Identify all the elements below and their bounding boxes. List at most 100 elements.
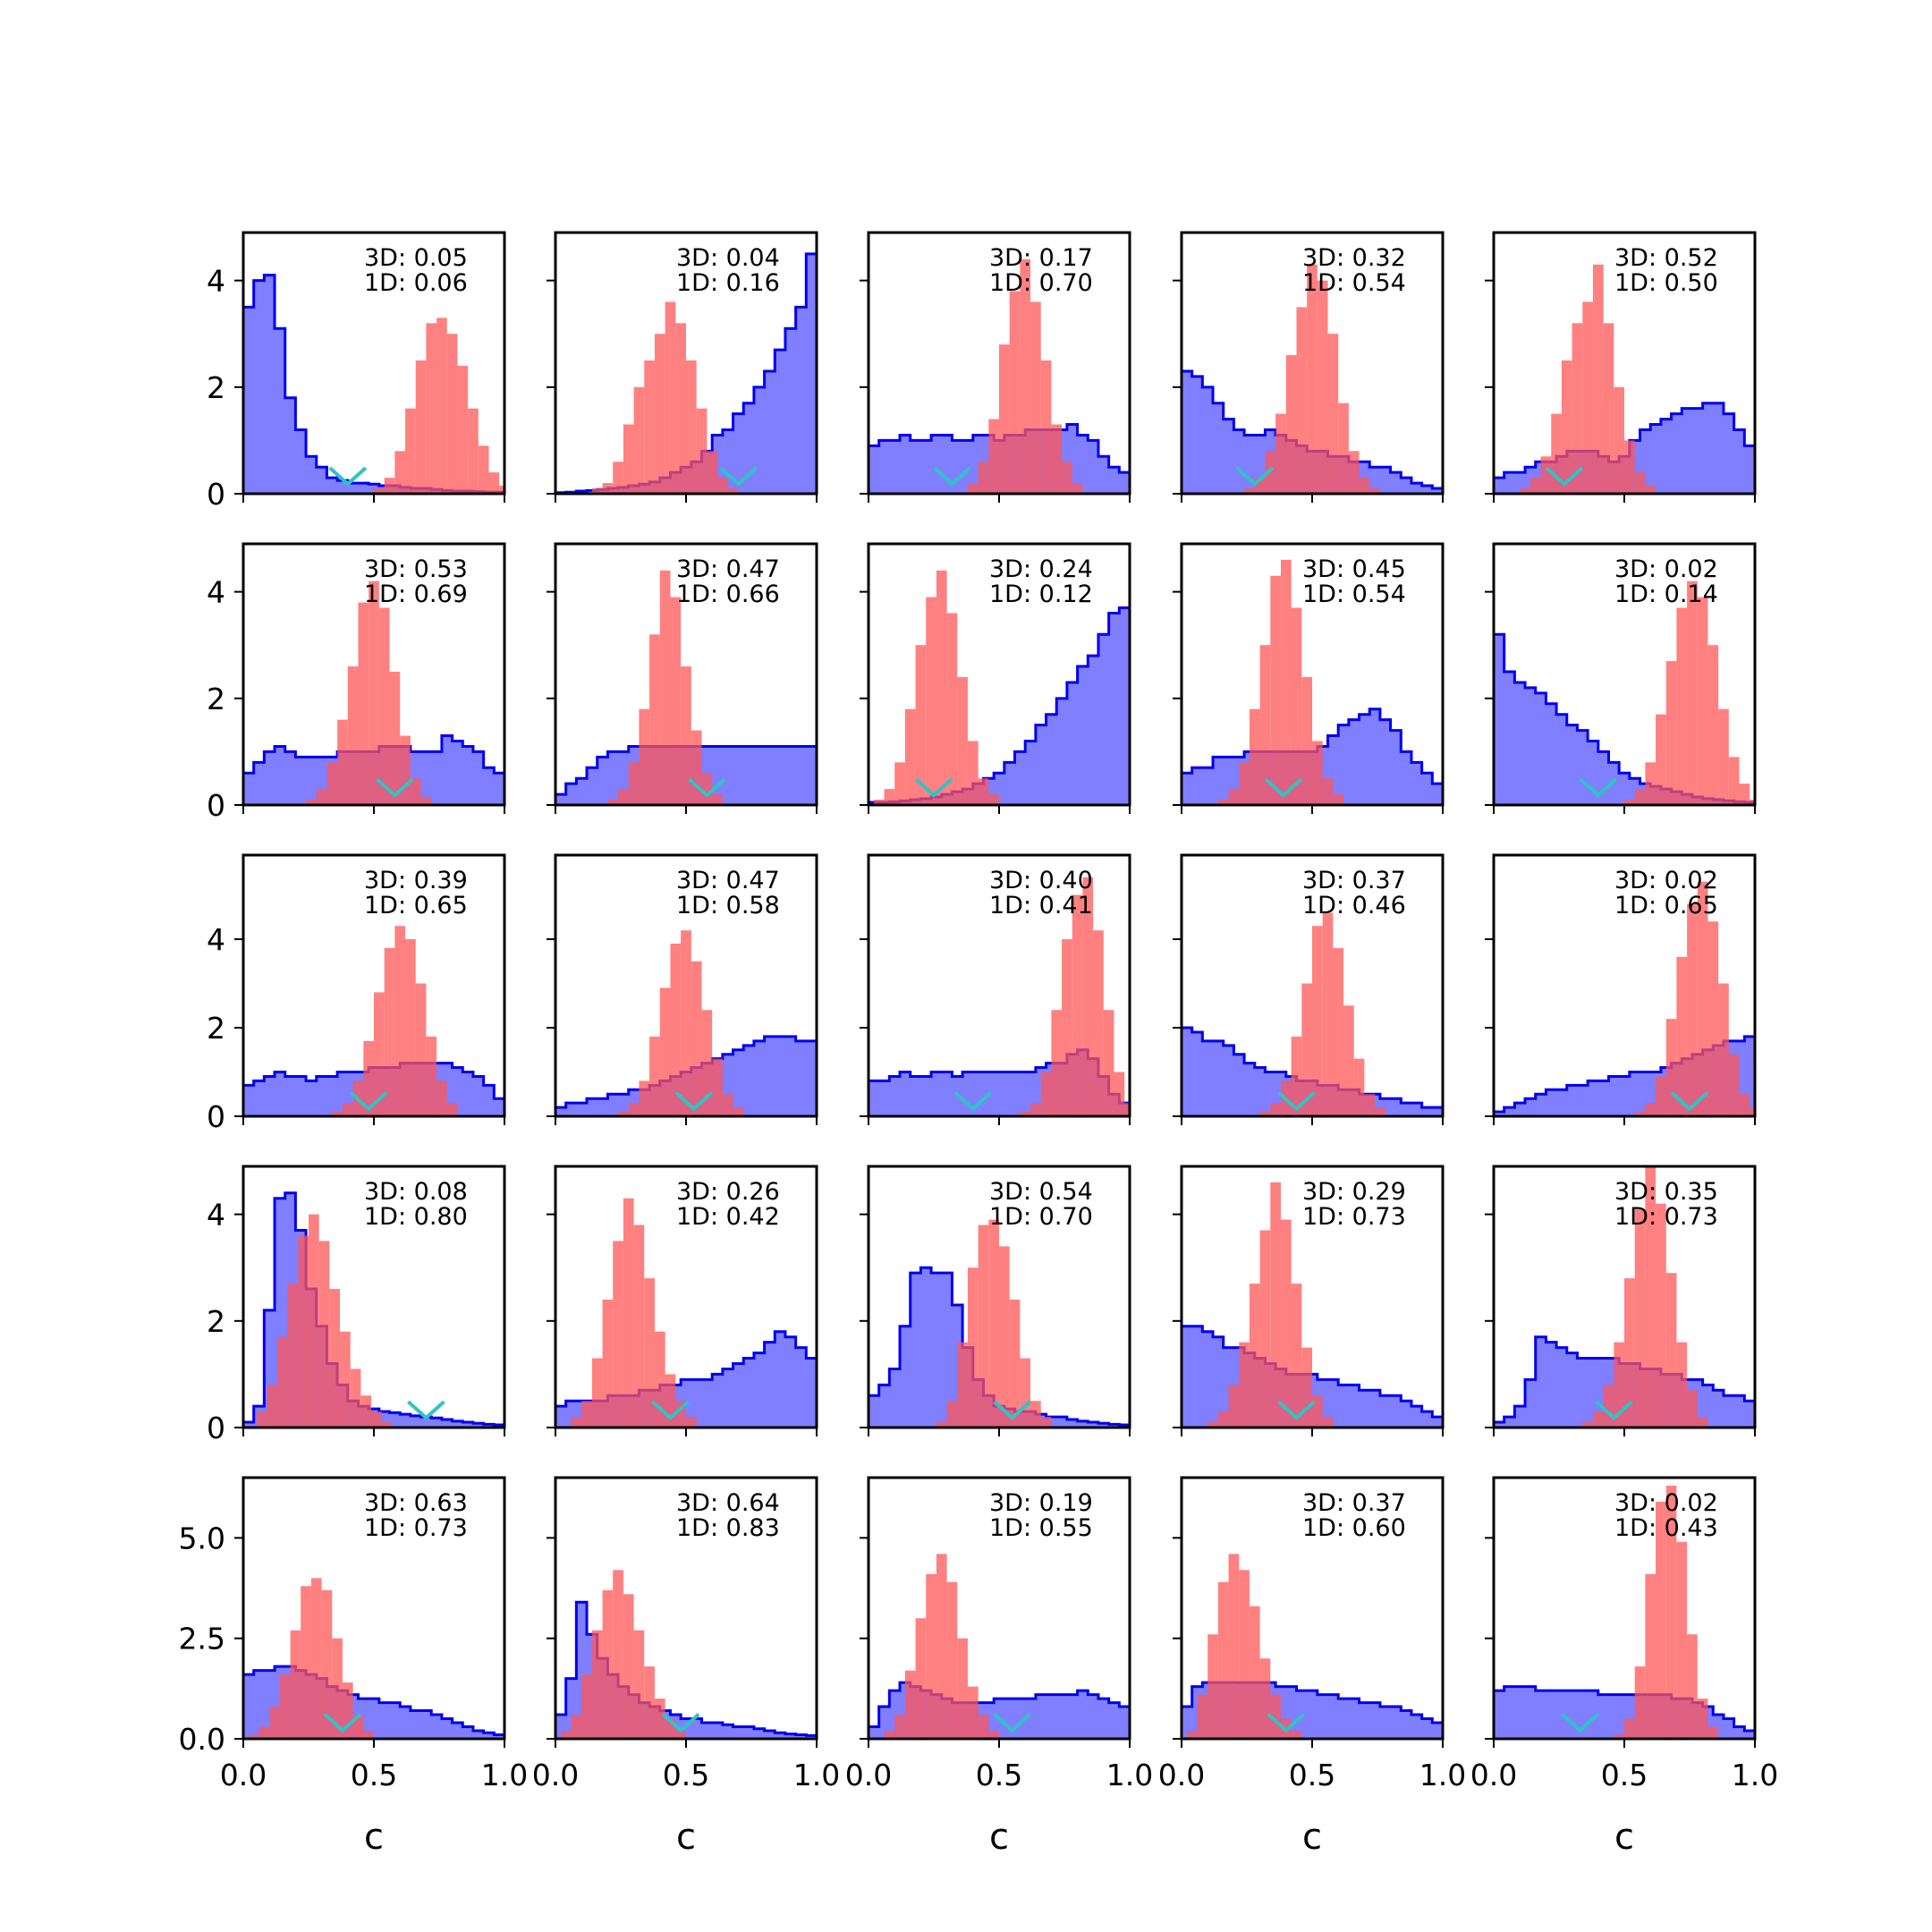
- annotation-3d: 3D: 0.26: [676, 1178, 780, 1206]
- plot-area: [243, 1578, 504, 1739]
- red-histogram-bar: [1687, 580, 1698, 805]
- red-histogram-bar: [499, 486, 504, 494]
- red-histogram-bar: [420, 797, 432, 805]
- red-histogram-bar: [654, 1699, 665, 1739]
- annotation-3d: 3D: 0.29: [1302, 1178, 1406, 1206]
- estimate-marker: [1277, 1091, 1316, 1112]
- red-histogram-bar: [1645, 1166, 1657, 1428]
- red-histogram-bar: [1265, 451, 1276, 494]
- x-tick-label: 0.5: [663, 1758, 709, 1792]
- annotation-3d: 3D: 0.24: [989, 555, 1093, 583]
- red-histogram-bar: [436, 1080, 447, 1116]
- red-histogram-bar: [1217, 1411, 1229, 1428]
- red-histogram-bar: [1645, 1103, 1657, 1116]
- red-histogram-bar: [644, 1278, 655, 1428]
- plot-area: [555, 570, 817, 805]
- red-histogram-bar: [279, 1674, 291, 1739]
- annotation-3d: 3D: 0.08: [364, 1178, 468, 1206]
- red-histogram-bar: [1369, 488, 1380, 494]
- red-histogram-bar: [936, 570, 947, 805]
- annotation-1d: 1D: 0.65: [364, 892, 468, 919]
- red-histogram-bar: [1217, 800, 1229, 805]
- red-histogram-bar: [1375, 1107, 1385, 1116]
- red-histogram-bar: [712, 794, 723, 805]
- red-histogram-bar: [1197, 1694, 1208, 1739]
- red-histogram-bar: [654, 334, 665, 494]
- red-histogram-bar: [639, 1080, 650, 1116]
- y-tick-label: 0: [207, 788, 225, 823]
- red-histogram-bar: [1322, 912, 1334, 1116]
- estimate-marker: [688, 777, 726, 798]
- y-tick-label: 4: [207, 264, 225, 299]
- red-histogram-bar: [988, 1219, 999, 1428]
- plot-area: [243, 580, 504, 805]
- blue-histogram-fill: [1494, 634, 1755, 805]
- red-histogram-bar: [337, 719, 348, 805]
- red-histogram-bar: [1687, 1634, 1698, 1739]
- red-histogram-bar: [1051, 1010, 1063, 1116]
- red-histogram-bar: [369, 580, 379, 805]
- estimate-marker: [1594, 1400, 1633, 1420]
- plot-area: [1182, 1182, 1443, 1428]
- x-tick-label: 0.0: [532, 1758, 579, 1792]
- red-histogram-bar: [256, 1411, 267, 1428]
- red-histogram-bar: [613, 462, 623, 494]
- red-histogram-bar: [1322, 1417, 1334, 1428]
- red-histogram-bar: [267, 1385, 277, 1428]
- red-histogram-bar: [1656, 1501, 1666, 1739]
- red-histogram-bar: [287, 1284, 299, 1428]
- red-histogram-bar: [1656, 1076, 1666, 1116]
- red-histogram-bar: [276, 1336, 288, 1428]
- red-histogram-bar: [1343, 1005, 1354, 1116]
- red-histogram-bar: [415, 360, 427, 494]
- red-histogram-bar: [946, 1581, 958, 1739]
- red-histogram-bar: [686, 1417, 697, 1428]
- red-histogram-bar: [926, 1573, 936, 1739]
- x-tick-label: 0.0: [1158, 1758, 1205, 1792]
- red-histogram-bar: [1624, 1718, 1635, 1739]
- y-tick-label: 2.5: [179, 1622, 225, 1657]
- red-histogram-bar: [321, 1589, 333, 1739]
- red-histogram-bar: [1645, 762, 1657, 805]
- y-tick-label: 4: [207, 922, 225, 957]
- red-histogram-bar: [915, 1618, 927, 1739]
- red-histogram-bar: [978, 778, 989, 805]
- red-histogram-bar: [389, 672, 401, 805]
- red-histogram-bar: [1603, 323, 1614, 494]
- red-histogram-bar: [665, 1374, 676, 1428]
- estimate-marker: [1579, 777, 1618, 798]
- red-histogram-bar: [326, 762, 338, 805]
- estimate-marker: [1561, 1713, 1599, 1733]
- blue-histogram-fill: [869, 1267, 1130, 1428]
- plot-area: [243, 926, 504, 1116]
- red-histogram-bar: [1333, 794, 1344, 805]
- red-histogram-bar: [946, 613, 958, 805]
- red-histogram-bar: [1280, 559, 1292, 805]
- red-histogram-bar: [1301, 1347, 1312, 1428]
- red-histogram-bar: [988, 1731, 999, 1739]
- estimate-marker: [1277, 1400, 1316, 1420]
- estimate-marker: [323, 1713, 362, 1733]
- red-histogram-bar: [894, 1715, 905, 1739]
- red-histogram-bar: [426, 1036, 437, 1116]
- annotation-3d: 3D: 0.17: [989, 244, 1093, 272]
- x-axis-label: c: [1302, 1817, 1322, 1858]
- estimate-marker: [1670, 1091, 1709, 1112]
- x-tick-label: 0.5: [1289, 1758, 1335, 1792]
- red-histogram-bar: [904, 1670, 916, 1739]
- red-histogram-bar: [681, 930, 691, 1116]
- red-histogram-bar: [884, 1731, 895, 1739]
- red-histogram-bar: [1103, 1010, 1114, 1116]
- red-histogram-bar: [633, 1630, 645, 1739]
- red-histogram-bar: [1634, 1666, 1646, 1739]
- red-histogram-bar: [1707, 645, 1719, 805]
- annotation-1d: 1D: 0.06: [364, 269, 468, 297]
- red-histogram-bar: [1634, 1112, 1646, 1116]
- red-histogram-bar: [1239, 762, 1250, 805]
- annotation-1d: 1D: 0.73: [1614, 1203, 1718, 1231]
- red-histogram-bar: [1676, 1342, 1688, 1428]
- red-histogram-bar: [1687, 1390, 1698, 1428]
